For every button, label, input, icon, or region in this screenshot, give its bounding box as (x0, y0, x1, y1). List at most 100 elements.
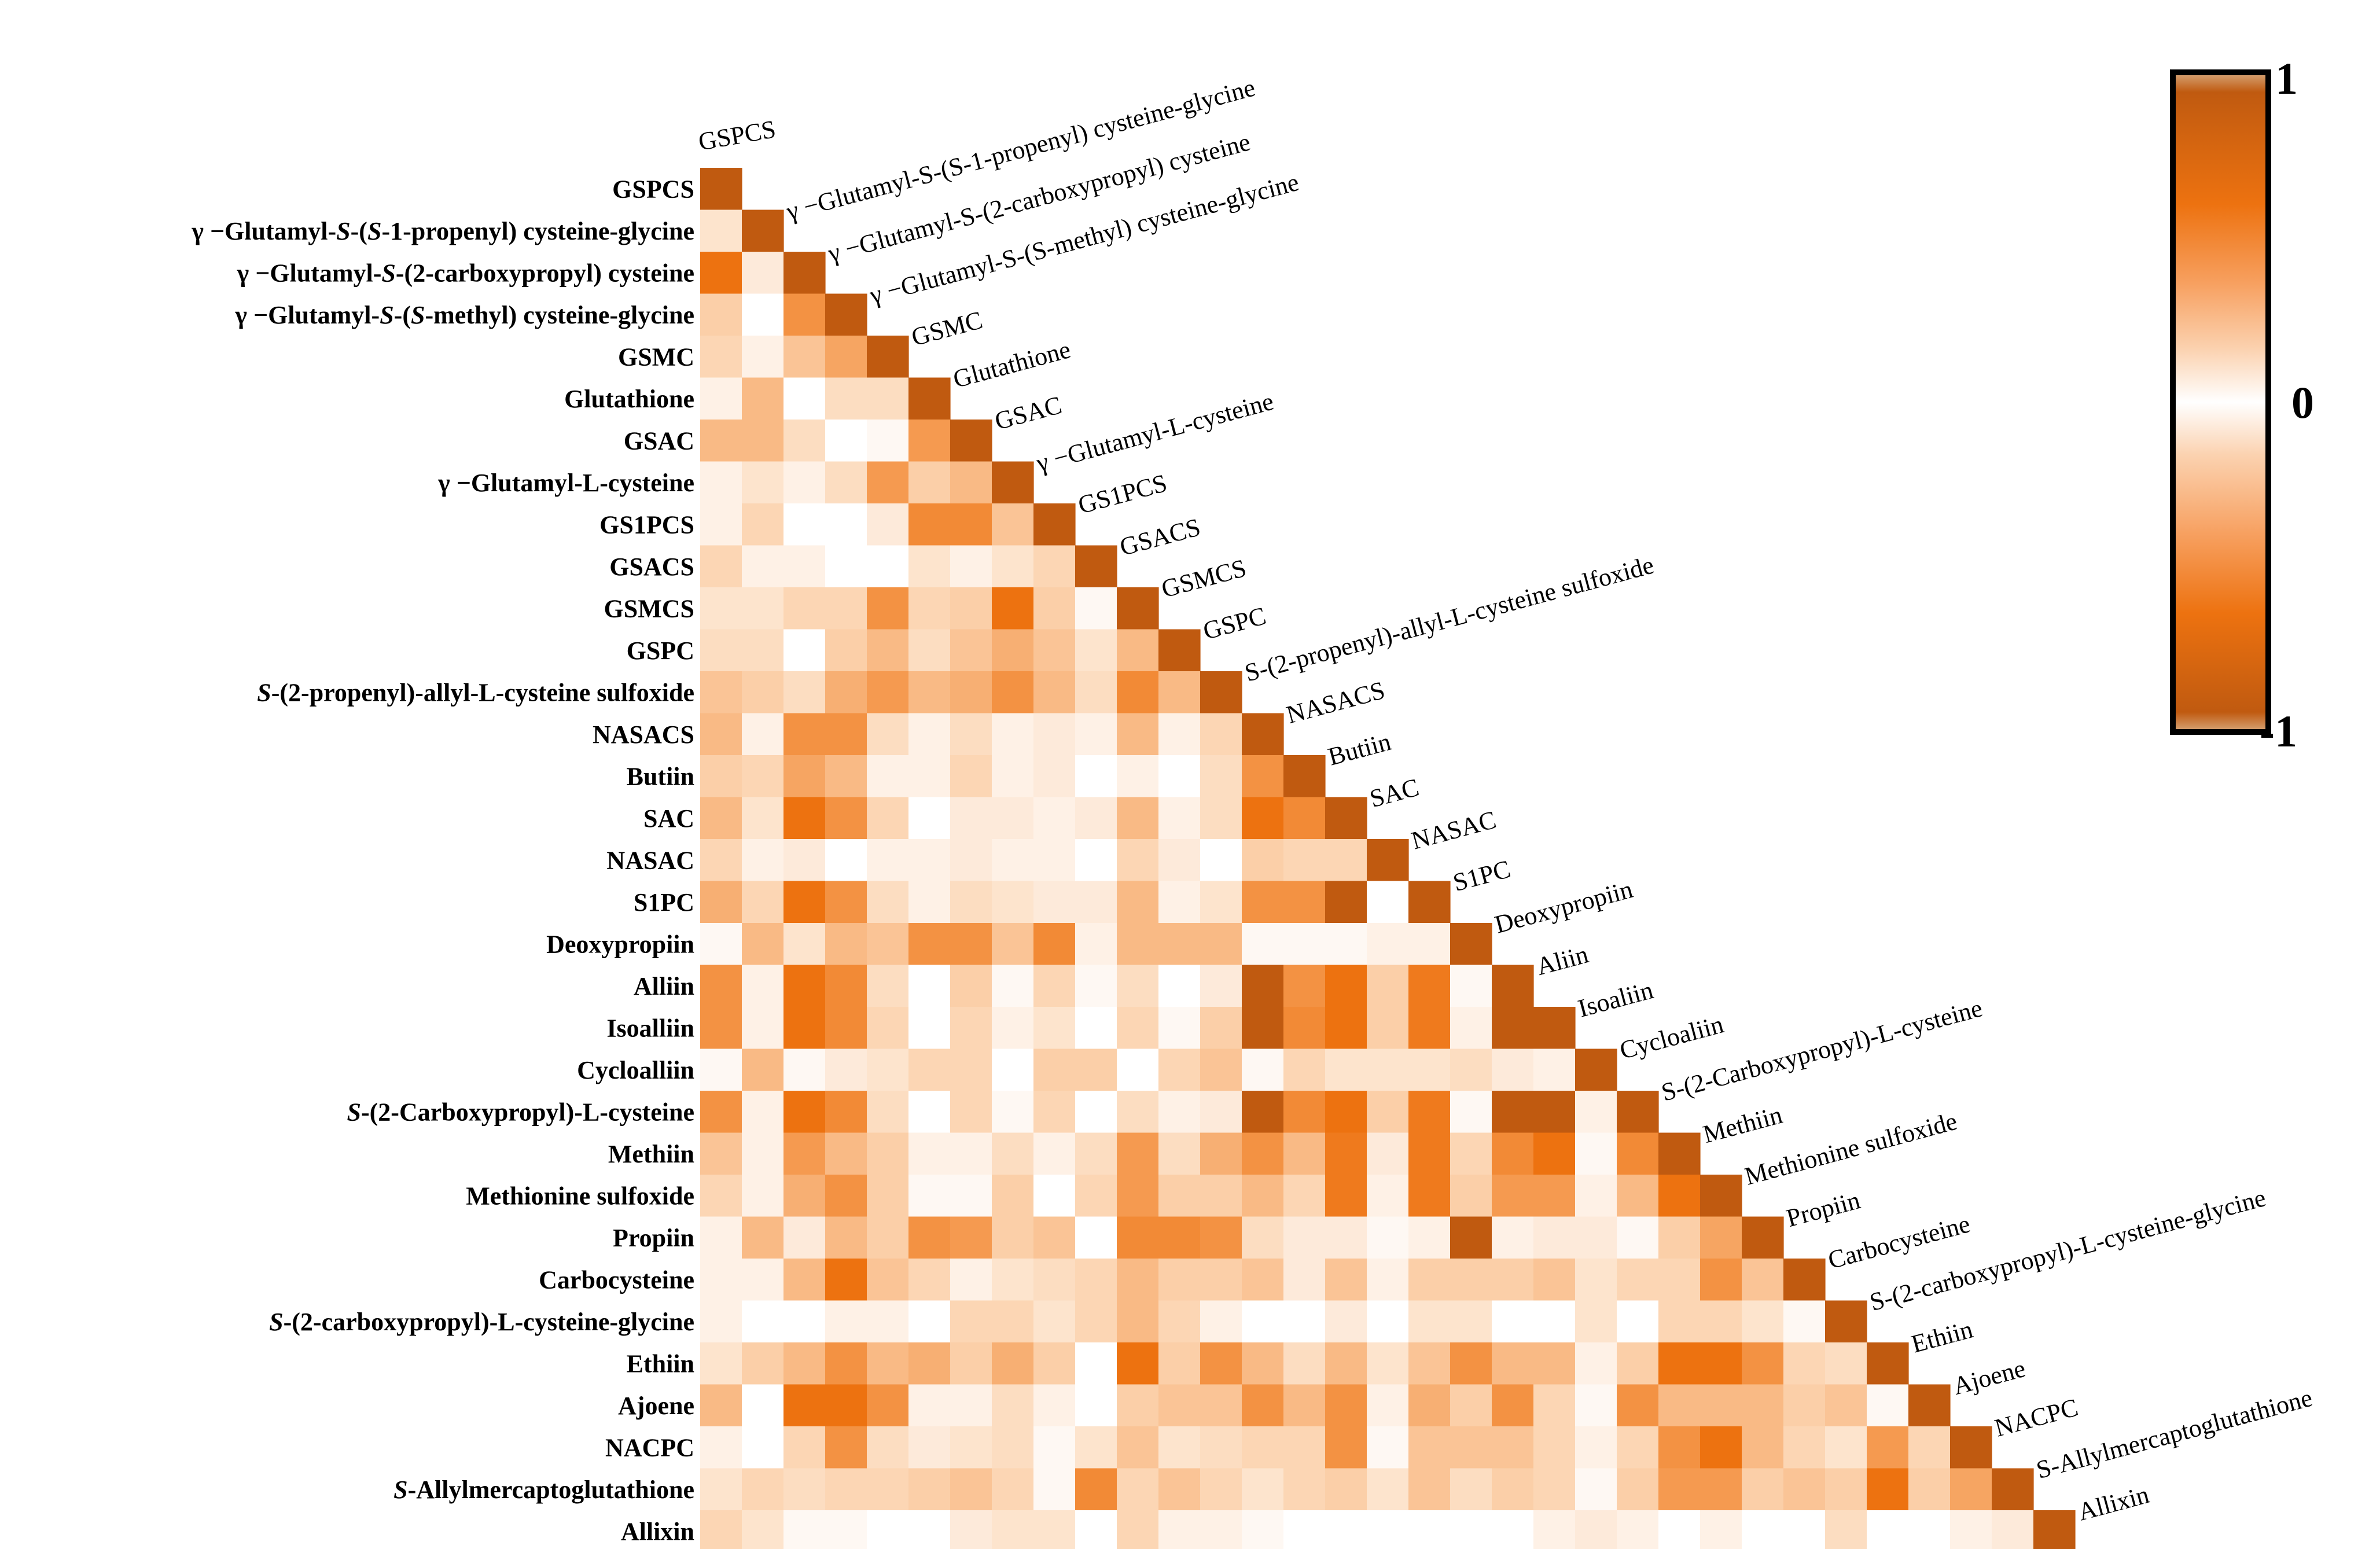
heatmap-cell (1492, 1048, 1534, 1091)
heatmap-cell (783, 293, 826, 336)
heatmap-cell (1242, 1216, 1284, 1259)
heatmap-cell (867, 503, 909, 546)
heatmap-cell (1075, 1216, 1117, 1259)
heatmap-cell (825, 1091, 867, 1134)
heatmap-cell (1658, 1384, 1701, 1427)
row-label: SAC (643, 804, 694, 833)
heatmap-cell (1950, 1468, 1992, 1511)
heatmap-cell (1283, 923, 1326, 966)
heatmap-cell (867, 965, 909, 1007)
heatmap-cell (1742, 1216, 1784, 1259)
heatmap-cell (1158, 1426, 1201, 1469)
heatmap-cell (1700, 1259, 1742, 1301)
heatmap-cell (1742, 1342, 1784, 1385)
heatmap-cell (1408, 1091, 1451, 1134)
heatmap-cell (1200, 755, 1242, 798)
heatmap-cell (992, 1300, 1034, 1343)
heatmap-cell (1367, 839, 1409, 882)
heatmap-cell (1117, 1300, 1159, 1343)
heatmap-cell (992, 839, 1034, 882)
row-label: Alliin (634, 972, 694, 1000)
heatmap-cell (1325, 1048, 1367, 1091)
heatmap-cell (1575, 1132, 1617, 1175)
heatmap-cell (742, 461, 784, 504)
heatmap-cell (1783, 1300, 1826, 1343)
heatmap-cell (1033, 713, 1076, 756)
column-label: Isoaliin (1575, 976, 1656, 1022)
heatmap-cell (1783, 1510, 1826, 1549)
heatmap-cell (1033, 1259, 1076, 1301)
heatmap-cell (700, 881, 742, 923)
heatmap-cell (1783, 1384, 1826, 1427)
heatmap-cell (2033, 1510, 2076, 1549)
heatmap-cell (992, 503, 1034, 546)
heatmap-cell (1367, 965, 1409, 1007)
heatmap-cell (908, 1007, 951, 1050)
heatmap-cell (1825, 1510, 1867, 1549)
heatmap-cell (825, 1384, 867, 1427)
row-label: Ajoene (618, 1392, 694, 1420)
heatmap-cell (700, 1342, 742, 1385)
heatmap-cell (1200, 881, 1242, 923)
heatmap-cell (742, 629, 784, 672)
heatmap-cell (1117, 1384, 1159, 1427)
heatmap-cell (742, 293, 784, 336)
heatmap-cell (825, 881, 867, 923)
heatmap-cell (1033, 1048, 1076, 1091)
heatmap-cell (825, 1175, 867, 1217)
heatmap-cell (1367, 1259, 1409, 1301)
heatmap-cell (825, 545, 867, 588)
heatmap-cell (1908, 1510, 1951, 1549)
heatmap-cell (1325, 1342, 1367, 1385)
heatmap-cell (908, 671, 951, 714)
heatmap-cell (1075, 1132, 1117, 1175)
heatmap-cell (1117, 1259, 1159, 1301)
heatmap-cell (1033, 1342, 1076, 1385)
heatmap-cell (867, 1259, 909, 1301)
heatmap-cell (700, 671, 742, 714)
heatmap-cell (1367, 1510, 1409, 1549)
heatmap-cell (783, 1175, 826, 1217)
heatmap-cell (1325, 1300, 1367, 1343)
heatmap-cell (867, 1510, 909, 1549)
heatmap-cell (908, 587, 951, 630)
heatmap-cell (992, 713, 1034, 756)
heatmap-cell (1283, 1132, 1326, 1175)
row-label: S-(2-propenyl)-allyl-L-cysteine sulfoxid… (257, 678, 694, 707)
heatmap-cell (1200, 1091, 1242, 1134)
row-label: GS1PCS (599, 510, 694, 539)
heatmap-cell (700, 1216, 742, 1259)
heatmap-cell (908, 839, 951, 882)
heatmap-cell (867, 755, 909, 798)
heatmap-cell (950, 629, 992, 672)
heatmap-cell (1200, 1384, 1242, 1427)
heatmap-cell (1075, 755, 1117, 798)
heatmap-cell (825, 629, 867, 672)
heatmap-cell (1200, 1426, 1242, 1469)
heatmap-cell (1075, 839, 1117, 882)
heatmap-cell (1117, 1091, 1159, 1134)
heatmap-cell (867, 1007, 909, 1050)
heatmap-cell (908, 881, 951, 923)
heatmap-cell (1117, 1342, 1159, 1385)
column-label: Ajoene (1950, 1354, 2028, 1400)
heatmap-cell (1117, 1007, 1159, 1050)
heatmap-cell (1117, 1132, 1159, 1175)
heatmap-cell (1450, 1091, 1492, 1134)
heatmap-cell (783, 503, 826, 546)
heatmap-cell (783, 336, 826, 378)
heatmap-cell (1908, 1384, 1951, 1427)
heatmap-cell (1117, 587, 1159, 630)
heatmap-cell (867, 1091, 909, 1134)
heatmap-cell (1117, 839, 1159, 882)
heatmap-cell (908, 1300, 951, 1343)
heatmap-cell (950, 1216, 992, 1259)
heatmap-cell (867, 1048, 909, 1091)
heatmap-cell (742, 1091, 784, 1134)
heatmap-cell (700, 839, 742, 882)
heatmap-cell (1658, 1510, 1701, 1549)
heatmap-cell (1283, 1007, 1326, 1050)
heatmap-cell (783, 1300, 826, 1343)
column-label: Butiin (1325, 727, 1394, 771)
heatmap-cell (867, 461, 909, 504)
